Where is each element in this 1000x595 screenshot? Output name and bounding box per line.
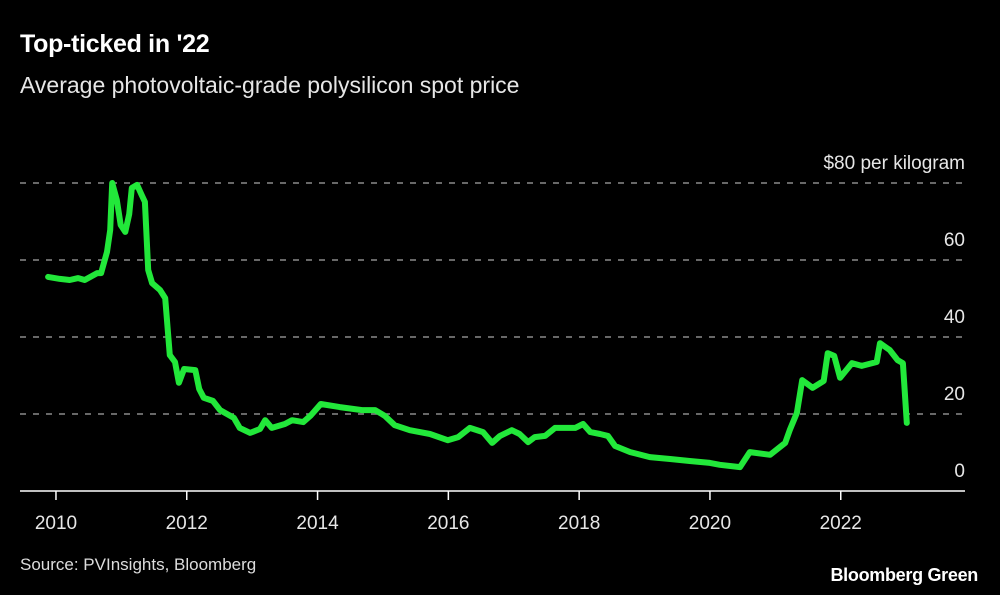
chart-title: Top-ticked in '22: [20, 30, 210, 58]
x-tick-label: 2010: [35, 513, 77, 534]
bloomberg-green-logo: Bloomberg Green: [830, 565, 978, 585]
chart-subtitle: Average photovoltaic-grade polysilicon s…: [20, 72, 520, 98]
source-note: Source: PVInsights, Bloomberg: [20, 555, 257, 574]
price-series-line: [45, 180, 910, 471]
y-tick-label: 20: [944, 384, 965, 405]
y-tick-label: 60: [944, 230, 965, 251]
x-tick-label: 2022: [820, 513, 862, 534]
y-tick-label: 40: [944, 307, 965, 328]
x-tick-label: 2016: [427, 513, 469, 534]
y-tick-label: $80 per kilogram: [823, 153, 965, 174]
x-tick-label: 2018: [558, 513, 600, 534]
x-tick-label: 2020: [689, 513, 731, 534]
x-tick-label: 2014: [296, 513, 339, 534]
y-tick-label: 0: [954, 461, 965, 482]
x-tick-label: 2012: [166, 513, 208, 534]
